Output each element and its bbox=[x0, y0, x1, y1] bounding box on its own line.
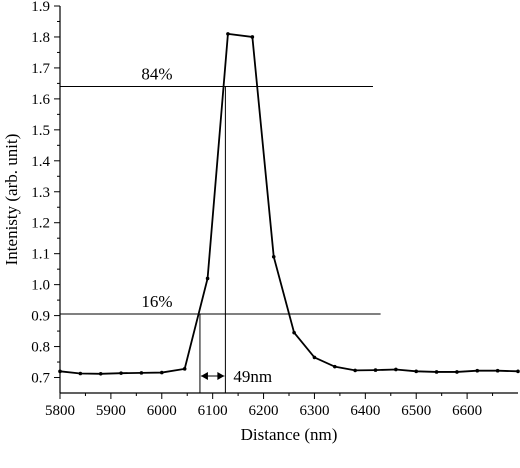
data-point bbox=[333, 364, 337, 369]
data-point bbox=[119, 371, 123, 375]
reference-line-label: 84% bbox=[141, 64, 172, 83]
y-tick-label: 1.9 bbox=[31, 0, 50, 15]
y-tick-label: 1.8 bbox=[31, 30, 50, 46]
data-point bbox=[182, 367, 187, 371]
x-tick-label: 6300 bbox=[299, 403, 329, 419]
x-tick-label: 5900 bbox=[96, 403, 126, 419]
data-point bbox=[271, 254, 276, 259]
data-point bbox=[414, 369, 419, 374]
data-point bbox=[394, 367, 398, 372]
x-tick-label: 6100 bbox=[198, 403, 228, 419]
x-axis-title: Distance (nm) bbox=[241, 425, 338, 444]
data-point bbox=[250, 35, 255, 39]
data-point bbox=[455, 370, 459, 374]
data-point bbox=[353, 368, 357, 373]
data-point bbox=[434, 370, 439, 374]
data-point bbox=[98, 372, 103, 376]
x-tick-label: 6200 bbox=[249, 403, 279, 419]
x-tick-label: 6400 bbox=[350, 403, 380, 419]
data-series-line bbox=[59, 32, 519, 375]
x-tick-label: 5800 bbox=[45, 403, 75, 419]
width-arrow-head-right bbox=[217, 371, 225, 380]
data-point bbox=[159, 370, 164, 375]
data-point bbox=[292, 330, 296, 335]
data-point bbox=[78, 371, 83, 376]
y-tick-label: 0.8 bbox=[31, 340, 50, 356]
data-point bbox=[139, 371, 144, 375]
data-point bbox=[475, 368, 480, 373]
data-point bbox=[495, 368, 500, 373]
y-tick-label: 1.6 bbox=[31, 92, 50, 108]
y-tick-label: 1.2 bbox=[31, 216, 50, 232]
data-point bbox=[312, 355, 317, 360]
y-tick-label: 1.1 bbox=[31, 247, 50, 263]
y-tick-label: 1.7 bbox=[31, 61, 50, 77]
y-tick-label: 0.7 bbox=[31, 371, 50, 387]
y-tick-label: 1.0 bbox=[31, 278, 50, 294]
x-tick-label: 6000 bbox=[147, 403, 177, 419]
data-point bbox=[58, 369, 62, 374]
reference-line-label: 16% bbox=[141, 292, 172, 311]
data-point bbox=[226, 32, 230, 36]
x-tick-label: 6600 bbox=[452, 403, 482, 419]
y-tick-label: 0.9 bbox=[31, 309, 50, 325]
x-tick-label: 6500 bbox=[401, 403, 431, 419]
width-annotation-label: 49nm bbox=[233, 367, 272, 386]
data-point bbox=[205, 276, 210, 281]
y-tick-label: 1.5 bbox=[31, 123, 50, 139]
y-tick-label: 1.4 bbox=[31, 154, 50, 170]
width-arrow-head-left bbox=[200, 371, 208, 380]
y-tick-label: 1.3 bbox=[31, 185, 50, 201]
data-point bbox=[516, 369, 520, 374]
data-point bbox=[373, 368, 378, 372]
y-axis-title: Intenisty (arb. unit) bbox=[2, 134, 21, 266]
plot-area: 5800 5900 6000 6100 6200 6300 6400 6500 6600 0.7 0… bbox=[2, 0, 520, 444]
